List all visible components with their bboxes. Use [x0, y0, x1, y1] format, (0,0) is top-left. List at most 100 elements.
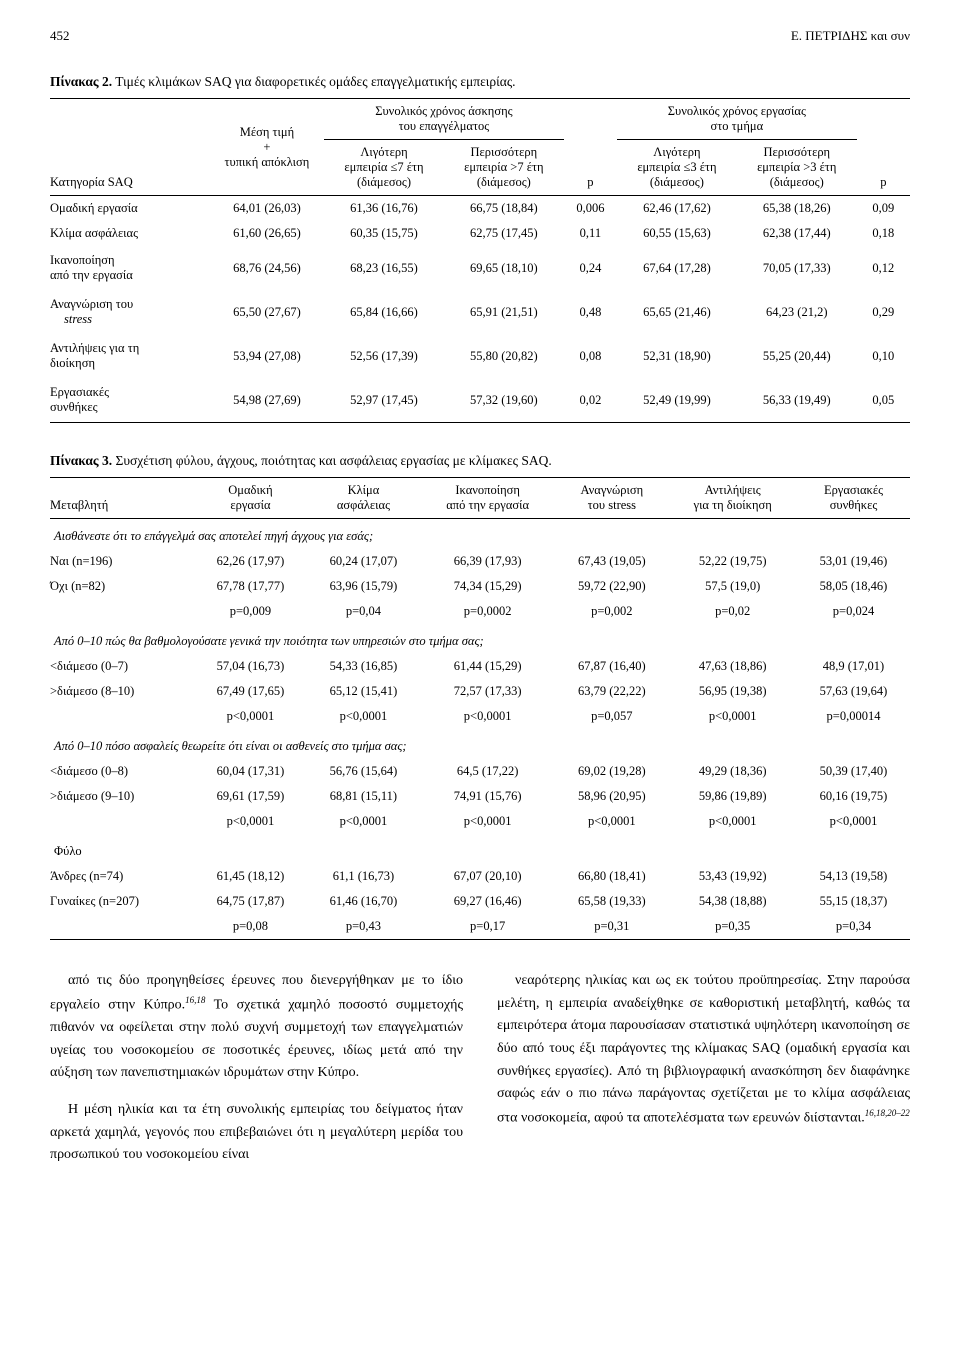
table-row: <διάμεσο (0–8)60,04 (17,31)56,76 (15,64)… — [50, 759, 910, 784]
cell: p=0,04 — [307, 599, 420, 624]
cell: 62,38 (17,44) — [737, 221, 857, 246]
cell: p<0,0001 — [194, 704, 307, 729]
cell: 64,5 (17,22) — [420, 759, 555, 784]
table3-section-q1: Αισθάνεστε ότι το επάγγελμά σας αποτελεί… — [50, 519, 910, 550]
cell: p=0,31 — [555, 914, 668, 940]
table-row: >διάμεσο (9–10)69,61 (17,59)68,81 (15,11… — [50, 784, 910, 809]
cell: 59,86 (19,89) — [668, 784, 797, 809]
cell: 0,08 — [564, 334, 617, 378]
cell: 65,91 (21,51) — [444, 290, 564, 334]
cell: 67,07 (20,10) — [420, 864, 555, 889]
cell: 56,76 (15,64) — [307, 759, 420, 784]
ref-sup: 16,18,20–22 — [865, 1108, 910, 1118]
cell: 54,98 (27,69) — [210, 378, 324, 423]
cell: 65,58 (19,33) — [555, 889, 668, 914]
cell: Όχι (n=82) — [50, 574, 194, 599]
table-row: Ικανοποίησηαπό την εργασία 68,76 (24,56)… — [50, 246, 910, 290]
cell: 62,75 (17,45) — [444, 221, 564, 246]
table2-h-col5: Λιγότερηεμπειρία ≤3 έτη(διάμεσος) — [617, 140, 737, 196]
cell: 68,81 (15,11) — [307, 784, 420, 809]
ref-sup: 16,18 — [185, 995, 205, 1005]
cell: 64,23 (21,2) — [737, 290, 857, 334]
cell: Αισθάνεστε ότι το επάγγελμά σας αποτελεί… — [50, 519, 910, 550]
cell: p<0,0001 — [307, 809, 420, 834]
cell: 62,26 (17,97) — [194, 549, 307, 574]
cell: 52,49 (19,99) — [617, 378, 737, 423]
cell: 61,36 (16,76) — [324, 196, 444, 222]
page-header: 452 Ε. ΠΕΤΡΙΔΗΣ και συν — [50, 28, 910, 44]
cell: 65,84 (16,66) — [324, 290, 444, 334]
table-row: <διάμεσο (0–7)57,04 (16,73)54,33 (16,85)… — [50, 654, 910, 679]
cell: 67,64 (17,28) — [617, 246, 737, 290]
page: 452 Ε. ΠΕΤΡΙΔΗΣ και συν Πίνακας 2. Τιμές… — [0, 0, 960, 1211]
cell: 54,13 (19,58) — [797, 864, 910, 889]
table-row: >διάμεσο (8–10)67,49 (17,65)65,12 (15,41… — [50, 679, 910, 704]
table2-caption-text: Τιμές κλιμάκων SAQ για διαφορετικές ομάδ… — [115, 74, 515, 89]
table-row: Ομαδική εργασία 64,01 (26,03) 61,36 (16,… — [50, 196, 910, 222]
body-col-right: νεαρότερης ηλικίας και ως εκ τούτου προϋ… — [497, 970, 910, 1181]
cell: 62,46 (17,62) — [617, 196, 737, 222]
table-row: Όχι (n=82)67,78 (17,77)63,96 (15,79)74,3… — [50, 574, 910, 599]
cell: 0,02 — [564, 378, 617, 423]
table-row: p=0,08p=0,43p=0,17p=0,31p=0,35p=0,34 — [50, 914, 910, 940]
table3-h-col0: Μεταβλητή — [50, 478, 194, 519]
cell: 67,87 (16,40) — [555, 654, 668, 679]
cell: p=0,34 — [797, 914, 910, 940]
cell: 60,55 (15,63) — [617, 221, 737, 246]
cell: 0,05 — [857, 378, 910, 423]
table2-h-col1: Μέση τιμή+τυπική απόκλιση — [210, 99, 324, 196]
table3-caption-label: Πίνακας 3. — [50, 453, 112, 468]
cell: 52,97 (17,45) — [324, 378, 444, 423]
table3-h-col5: Αντιλήψειςγια τη διοίκηση — [668, 478, 797, 519]
cell: p<0,0001 — [555, 809, 668, 834]
cell: p=0,17 — [420, 914, 555, 940]
table2-h-col3: Περισσότερηεμπειρία >7 έτη(διάμεσος) — [444, 140, 564, 196]
cell: >διάμεσο (9–10) — [50, 784, 194, 809]
cell: p=0,009 — [194, 599, 307, 624]
table-row: p<0,0001p<0,0001p<0,0001p<0,0001p<0,0001… — [50, 809, 910, 834]
cell: p<0,0001 — [797, 809, 910, 834]
cell: 64,01 (26,03) — [210, 196, 324, 222]
cell: Άνδρες (n=74) — [50, 864, 194, 889]
table2-caption-label: Πίνακας 2. — [50, 74, 112, 89]
cell: Ικανοποίησηαπό την εργασία — [50, 246, 210, 290]
table2-h-col6: Περισσότερηεμπειρία >3 έτη(διάμεσος) — [737, 140, 857, 196]
table3: Μεταβλητή Ομαδικήεργασία Κλίμαασφάλειας … — [50, 477, 910, 940]
cell: p=0,35 — [668, 914, 797, 940]
cell — [50, 704, 194, 729]
cell: Ναι (n=196) — [50, 549, 194, 574]
table3-h-col1: Ομαδικήεργασία — [194, 478, 307, 519]
cell: 69,61 (17,59) — [194, 784, 307, 809]
cell: 66,39 (17,93) — [420, 549, 555, 574]
table-row: Γυναίκες (n=207)64,75 (17,87)61,46 (16,7… — [50, 889, 910, 914]
paragraph: Η μέση ηλικία και τα έτη συνολικής εμπει… — [50, 1099, 463, 1167]
cell: 68,23 (16,55) — [324, 246, 444, 290]
cell: 67,78 (17,77) — [194, 574, 307, 599]
table-row: Άνδρες (n=74)61,45 (18,12)61,1 (16,73)67… — [50, 864, 910, 889]
cell: 65,12 (15,41) — [307, 679, 420, 704]
cell: Ομαδική εργασία — [50, 196, 210, 222]
cell: 74,91 (15,76) — [420, 784, 555, 809]
author-short: Ε. ΠΕΤΡΙΔΗΣ και συν — [791, 28, 910, 44]
cell: p=0,0002 — [420, 599, 555, 624]
cell: 69,02 (19,28) — [555, 759, 668, 784]
table2-h-col4: p — [564, 99, 617, 196]
table2-group2: Συνολικός χρόνος εργασίαςστο τμήμα — [617, 99, 857, 140]
cell: 0,48 — [564, 290, 617, 334]
cell: 59,72 (22,90) — [555, 574, 668, 599]
cell: 0,09 — [857, 196, 910, 222]
table-row: Κλίμα ασφάλειας 61,60 (26,65) 60,35 (15,… — [50, 221, 910, 246]
table-row: Αντιλήψεις για τηδιοίκηση 53,94 (27,08) … — [50, 334, 910, 378]
cell: p=0,08 — [194, 914, 307, 940]
cell: 49,29 (18,36) — [668, 759, 797, 784]
cell: 67,49 (17,65) — [194, 679, 307, 704]
cell: <διάμεσο (0–8) — [50, 759, 194, 784]
cell: 63,96 (15,79) — [307, 574, 420, 599]
cell: p=0,002 — [555, 599, 668, 624]
cell: 60,24 (17,07) — [307, 549, 420, 574]
cell: 0,12 — [857, 246, 910, 290]
cell — [50, 914, 194, 940]
cell: 60,16 (19,75) — [797, 784, 910, 809]
table-row: Ναι (n=196)62,26 (17,97)60,24 (17,07)66,… — [50, 549, 910, 574]
cell: p<0,0001 — [194, 809, 307, 834]
